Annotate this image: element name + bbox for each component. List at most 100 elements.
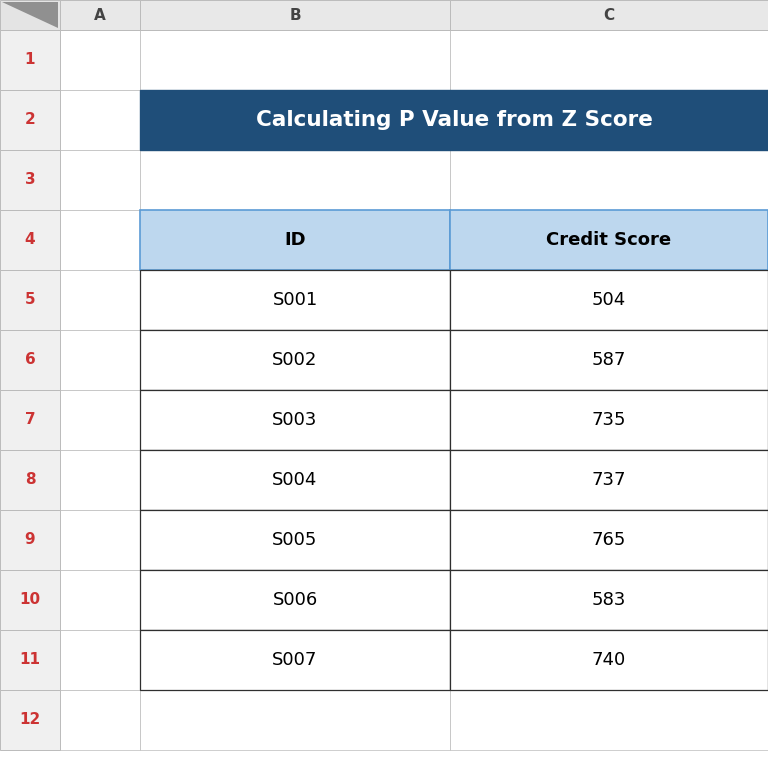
Text: S001: S001 bbox=[273, 291, 318, 309]
Bar bbox=[450, 390, 768, 450]
Text: 740: 740 bbox=[592, 651, 626, 669]
Bar bbox=[140, 0, 450, 30]
Bar bbox=[0, 570, 60, 630]
Bar bbox=[450, 30, 768, 90]
Text: 6: 6 bbox=[25, 353, 35, 368]
Bar bbox=[140, 210, 450, 270]
Text: 8: 8 bbox=[25, 472, 35, 488]
Bar bbox=[140, 450, 450, 510]
Bar bbox=[60, 510, 140, 570]
Bar bbox=[60, 390, 140, 450]
Bar bbox=[140, 270, 450, 330]
Text: 587: 587 bbox=[592, 351, 626, 369]
Bar bbox=[140, 690, 450, 750]
Bar bbox=[60, 570, 140, 630]
Bar bbox=[0, 690, 60, 750]
Bar bbox=[0, 150, 60, 210]
Bar bbox=[0, 630, 60, 690]
Bar bbox=[450, 630, 768, 690]
Text: S006: S006 bbox=[273, 591, 318, 609]
Bar bbox=[0, 90, 60, 150]
Bar bbox=[450, 0, 768, 30]
Text: 4: 4 bbox=[25, 233, 35, 247]
Bar bbox=[450, 210, 768, 270]
Text: 735: 735 bbox=[592, 411, 626, 429]
Bar bbox=[450, 690, 768, 750]
Bar bbox=[450, 450, 768, 510]
Bar bbox=[140, 570, 450, 630]
Bar bbox=[450, 570, 768, 630]
Text: 11: 11 bbox=[19, 653, 41, 667]
Bar bbox=[0, 30, 60, 90]
Text: 12: 12 bbox=[19, 713, 41, 727]
Bar bbox=[60, 150, 140, 210]
Bar bbox=[140, 330, 450, 390]
Text: ID: ID bbox=[284, 231, 306, 249]
Text: 10: 10 bbox=[19, 592, 41, 607]
Text: 2: 2 bbox=[25, 112, 35, 127]
Bar bbox=[60, 630, 140, 690]
Bar bbox=[450, 270, 768, 330]
Bar bbox=[450, 390, 768, 450]
Bar bbox=[60, 690, 140, 750]
Text: 3: 3 bbox=[25, 173, 35, 187]
Bar bbox=[450, 330, 768, 390]
Text: 765: 765 bbox=[592, 531, 626, 549]
Bar bbox=[450, 330, 768, 390]
Bar bbox=[140, 570, 450, 630]
Bar bbox=[140, 630, 450, 690]
Bar bbox=[140, 330, 450, 390]
Text: 1: 1 bbox=[25, 52, 35, 68]
Text: C: C bbox=[604, 8, 614, 22]
Bar bbox=[140, 510, 450, 570]
Bar bbox=[0, 0, 60, 30]
Bar bbox=[0, 270, 60, 330]
Bar bbox=[0, 330, 60, 390]
Text: Calculating P Value from Z Score: Calculating P Value from Z Score bbox=[256, 110, 653, 130]
Bar bbox=[450, 150, 768, 210]
Bar bbox=[450, 270, 768, 330]
Bar bbox=[60, 30, 140, 90]
Text: S007: S007 bbox=[273, 651, 318, 669]
Bar bbox=[450, 570, 768, 630]
Bar bbox=[450, 450, 768, 510]
Text: 583: 583 bbox=[592, 591, 626, 609]
Bar bbox=[60, 330, 140, 390]
Bar bbox=[140, 90, 450, 150]
Text: S005: S005 bbox=[273, 531, 318, 549]
Bar bbox=[0, 510, 60, 570]
Bar bbox=[0, 450, 60, 510]
Bar bbox=[60, 450, 140, 510]
Bar bbox=[450, 630, 768, 690]
Text: 504: 504 bbox=[592, 291, 626, 309]
Bar bbox=[60, 0, 140, 30]
Text: 9: 9 bbox=[25, 532, 35, 548]
Bar bbox=[140, 30, 450, 90]
Bar bbox=[450, 510, 768, 570]
Bar bbox=[140, 150, 450, 210]
Text: Credit Score: Credit Score bbox=[547, 231, 671, 249]
Bar bbox=[450, 510, 768, 570]
Bar bbox=[450, 90, 768, 150]
Text: S002: S002 bbox=[273, 351, 318, 369]
Bar bbox=[140, 390, 450, 450]
Text: A: A bbox=[94, 8, 106, 22]
Bar bbox=[60, 270, 140, 330]
Text: S003: S003 bbox=[273, 411, 318, 429]
Text: 737: 737 bbox=[592, 471, 626, 489]
Bar bbox=[140, 210, 450, 270]
Bar bbox=[140, 450, 450, 510]
Text: 5: 5 bbox=[25, 293, 35, 307]
Bar bbox=[140, 90, 768, 150]
Bar bbox=[140, 390, 450, 450]
Bar bbox=[60, 90, 140, 150]
Bar bbox=[140, 270, 450, 330]
Bar bbox=[0, 210, 60, 270]
Text: 7: 7 bbox=[25, 412, 35, 428]
Text: B: B bbox=[290, 8, 301, 22]
Bar bbox=[450, 210, 768, 270]
Bar bbox=[140, 630, 450, 690]
Bar bbox=[0, 390, 60, 450]
Text: S004: S004 bbox=[273, 471, 318, 489]
Bar bbox=[140, 510, 450, 570]
